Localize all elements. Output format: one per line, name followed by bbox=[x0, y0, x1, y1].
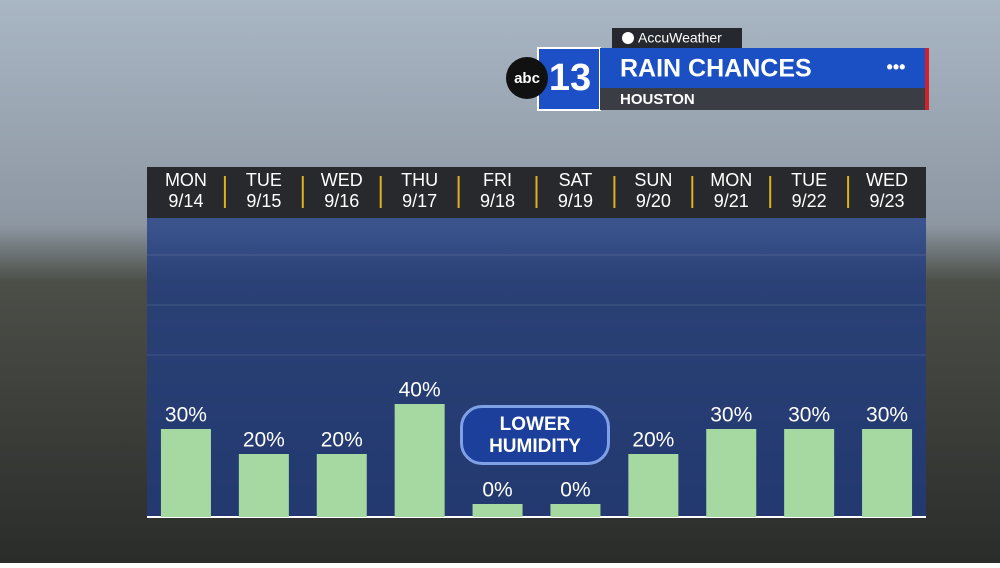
bar bbox=[394, 404, 445, 517]
bar bbox=[160, 429, 211, 517]
sun-icon bbox=[622, 32, 634, 44]
weekday-label: FRI bbox=[483, 170, 512, 190]
x-tick-label: 9/19 bbox=[558, 191, 593, 211]
bar bbox=[550, 504, 601, 517]
value-label: 30% bbox=[165, 404, 207, 427]
weekday-label: TUE bbox=[791, 170, 827, 190]
x-tick-label: 9/17 bbox=[402, 191, 437, 211]
x-tick-label: 9/23 bbox=[870, 191, 905, 211]
value-label: 0% bbox=[560, 479, 590, 502]
weekday-label: WED bbox=[866, 170, 908, 190]
network-logo bbox=[506, 57, 548, 99]
bar bbox=[238, 454, 289, 517]
x-tick-label: 9/21 bbox=[714, 191, 749, 211]
menu-dots: ••• bbox=[887, 57, 906, 77]
value-label: 30% bbox=[788, 404, 830, 427]
value-label: 20% bbox=[321, 429, 363, 452]
weekday-label: MON bbox=[710, 170, 752, 190]
bar bbox=[784, 429, 835, 517]
annotation: LOWER HUMIDITY bbox=[460, 405, 610, 465]
location-bar bbox=[600, 88, 925, 110]
network: abc bbox=[514, 70, 540, 87]
value-label: 40% bbox=[399, 379, 441, 402]
provider-tab bbox=[612, 28, 742, 48]
x-tick-label: 9/15 bbox=[246, 191, 281, 211]
bar bbox=[472, 504, 523, 517]
bar bbox=[628, 454, 679, 517]
value-label: 30% bbox=[710, 404, 752, 427]
location: HOUSTON bbox=[620, 91, 695, 108]
channel: 13 bbox=[549, 57, 591, 99]
weekday-label: WED bbox=[321, 170, 363, 190]
x-tick-label: 9/16 bbox=[324, 191, 359, 211]
provider: AccuWeather bbox=[638, 30, 722, 46]
title-bar bbox=[600, 48, 925, 88]
value-label: 20% bbox=[632, 429, 674, 452]
weekday-label: THU bbox=[401, 170, 438, 190]
weekday-label: MON bbox=[165, 170, 207, 190]
value-label: 30% bbox=[866, 404, 908, 427]
weekday-label: SUN bbox=[634, 170, 672, 190]
title: RAIN CHANCES bbox=[620, 55, 812, 83]
weekday-label: TUE bbox=[246, 170, 282, 190]
channel-box bbox=[537, 47, 601, 111]
x-tick-label: 9/14 bbox=[168, 191, 203, 211]
bar bbox=[862, 429, 913, 517]
bar bbox=[706, 429, 757, 517]
x-tick-label: 9/22 bbox=[792, 191, 827, 211]
value-label: 0% bbox=[482, 479, 512, 502]
x-tick-label: 9/18 bbox=[480, 191, 515, 211]
weekday-label: SAT bbox=[559, 170, 593, 190]
edge bbox=[925, 48, 929, 110]
bar bbox=[316, 454, 367, 517]
value-label: 20% bbox=[243, 429, 285, 452]
x-tick-label: 9/20 bbox=[636, 191, 671, 211]
